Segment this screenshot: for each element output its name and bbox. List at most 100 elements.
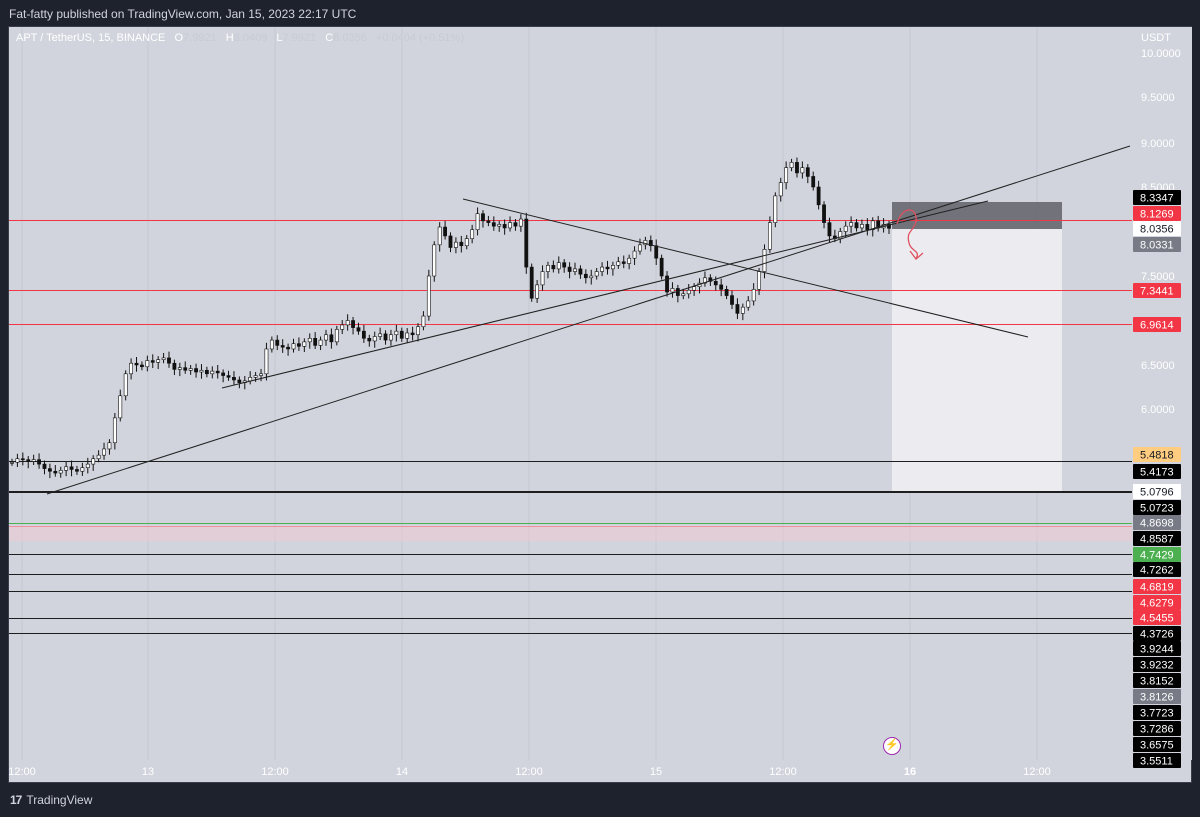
candle[interactable]	[502, 224, 507, 229]
candle[interactable]	[860, 224, 864, 229]
candle[interactable]	[248, 377, 253, 382]
price-tag[interactable]	[1133, 753, 1181, 768]
candle[interactable]	[102, 448, 106, 456]
price-tag[interactable]	[1133, 464, 1181, 479]
price-tag[interactable]	[1133, 317, 1181, 332]
candle[interactable]	[221, 372, 226, 376]
candle[interactable]	[887, 224, 891, 229]
candle[interactable]	[778, 182, 783, 197]
candle[interactable]	[367, 337, 372, 342]
candle[interactable]	[443, 226, 447, 237]
candle[interactable]	[215, 370, 220, 374]
candle[interactable]	[784, 167, 789, 183]
candle[interactable]	[757, 271, 761, 290]
price-tag[interactable]	[1133, 206, 1181, 221]
candle[interactable]	[475, 213, 480, 231]
candle[interactable]	[670, 288, 675, 293]
candle[interactable]	[378, 333, 383, 337]
candle[interactable]	[275, 339, 280, 346]
candle[interactable]	[621, 261, 626, 264]
candle[interactable]	[75, 469, 79, 472]
candle[interactable]	[356, 327, 361, 332]
candle[interactable]	[204, 369, 209, 375]
candle[interactable]	[524, 218, 529, 268]
candle[interactable]	[578, 268, 583, 275]
candle[interactable]	[167, 357, 171, 364]
candle[interactable]	[421, 315, 426, 328]
price-tag[interactable]	[1133, 657, 1181, 672]
candle[interactable]	[107, 442, 112, 450]
candle[interactable]	[740, 306, 745, 314]
price-tag[interactable]	[1133, 595, 1181, 610]
candle[interactable]	[822, 204, 826, 223]
candle[interactable]	[459, 241, 464, 247]
candle[interactable]	[145, 360, 150, 368]
candle[interactable]	[573, 268, 577, 272]
candle[interactable]	[383, 333, 388, 341]
candle[interactable]	[394, 330, 399, 336]
candle[interactable]	[140, 364, 144, 368]
candle[interactable]	[648, 240, 653, 247]
target-zone[interactable]	[892, 229, 1062, 493]
candle[interactable]	[735, 304, 740, 314]
price-tag[interactable]	[1133, 610, 1181, 625]
tradingview-logo[interactable]: 17 TradingView	[10, 793, 92, 807]
candle[interactable]	[172, 362, 177, 370]
candle[interactable]	[264, 348, 269, 375]
hand-drawn-arrow[interactable]	[896, 209, 924, 260]
candle[interactable]	[486, 220, 491, 223]
candle[interactable]	[870, 220, 875, 231]
candle[interactable]	[302, 341, 307, 347]
candle[interactable]	[529, 266, 534, 299]
candle[interactable]	[134, 362, 139, 366]
candle[interactable]	[26, 459, 31, 462]
candle[interactable]	[768, 222, 772, 250]
price-tag[interactable]	[1133, 721, 1181, 736]
candle[interactable]	[795, 162, 799, 174]
candle[interactable]	[150, 360, 155, 363]
candle[interactable]	[551, 265, 556, 270]
candle[interactable]	[481, 213, 485, 222]
candle[interactable]	[464, 238, 469, 247]
candle[interactable]	[681, 293, 686, 296]
candle[interactable]	[31, 459, 36, 462]
candle[interactable]	[518, 218, 523, 227]
trendline-short[interactable]	[221, 200, 989, 389]
candle[interactable]	[470, 229, 475, 239]
candle[interactable]	[556, 262, 561, 270]
candle[interactable]	[719, 284, 724, 290]
candle[interactable]	[432, 244, 437, 277]
candle[interactable]	[491, 222, 496, 227]
symbol-label[interactable]: APT / TetherUS, 15, BINANCE	[16, 32, 166, 44]
candle[interactable]	[232, 377, 236, 381]
candle[interactable]	[540, 271, 545, 286]
candle[interactable]	[497, 224, 502, 227]
price-tag[interactable]	[1133, 531, 1181, 546]
candle[interactable]	[665, 275, 669, 293]
trendline-long[interactable]	[46, 145, 1131, 495]
candle[interactable]	[42, 463, 47, 469]
candle[interactable]	[177, 367, 182, 370]
candle[interactable]	[692, 286, 697, 291]
price-tag[interactable]	[1133, 562, 1181, 577]
candle[interactable]	[654, 245, 659, 259]
candle[interactable]	[448, 235, 453, 248]
candle[interactable]	[329, 334, 334, 343]
candle[interactable]	[291, 343, 296, 350]
candle[interactable]	[583, 273, 588, 279]
candle[interactable]	[47, 468, 52, 472]
candle[interactable]	[546, 265, 550, 272]
candle[interactable]	[746, 300, 751, 308]
candle[interactable]	[286, 346, 290, 350]
candle[interactable]	[659, 257, 664, 277]
candle[interactable]	[199, 369, 204, 373]
price-tag[interactable]	[1133, 673, 1181, 688]
candle[interactable]	[416, 326, 420, 336]
candle[interactable]	[632, 250, 637, 259]
candle[interactable]	[85, 463, 90, 468]
candle[interactable]	[194, 368, 198, 373]
candle[interactable]	[58, 470, 63, 474]
price-tag[interactable]	[1133, 641, 1181, 656]
candle[interactable]	[15, 458, 20, 463]
candle[interactable]	[361, 330, 366, 339]
